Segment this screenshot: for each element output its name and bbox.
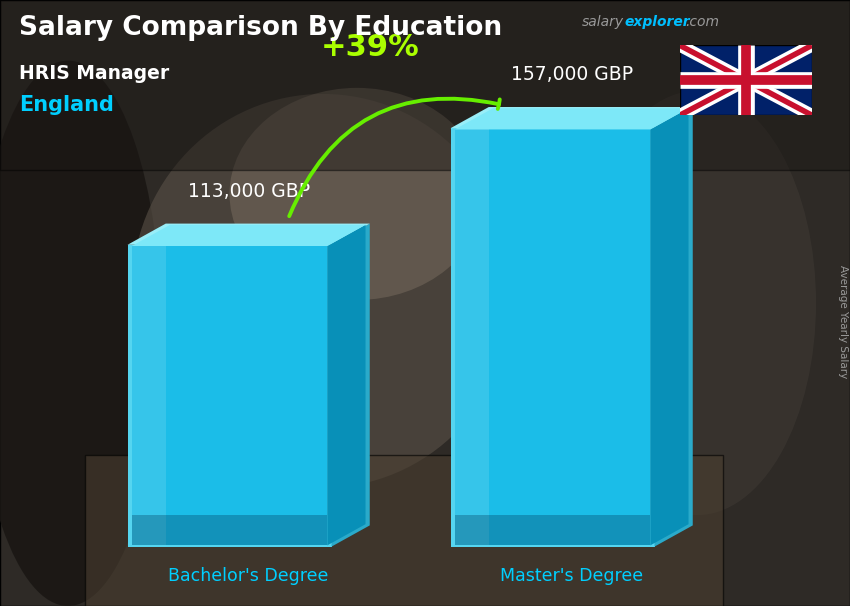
Polygon shape	[132, 246, 327, 545]
Polygon shape	[450, 107, 693, 128]
Polygon shape	[650, 108, 688, 545]
Ellipse shape	[0, 61, 162, 606]
Text: Average Yearly Salary: Average Yearly Salary	[838, 265, 848, 378]
FancyBboxPatch shape	[85, 454, 722, 606]
Text: Salary Comparison By Education: Salary Comparison By Education	[19, 15, 501, 41]
Ellipse shape	[230, 88, 484, 300]
Text: England: England	[19, 95, 114, 115]
FancyBboxPatch shape	[0, 0, 850, 170]
Text: +39%: +39%	[321, 33, 420, 62]
Polygon shape	[654, 107, 693, 547]
Polygon shape	[332, 224, 370, 547]
Text: Bachelor's Degree: Bachelor's Degree	[168, 567, 329, 585]
Polygon shape	[327, 225, 366, 545]
Text: HRIS Manager: HRIS Manager	[19, 64, 169, 82]
Polygon shape	[455, 515, 650, 545]
Polygon shape	[132, 515, 327, 545]
Text: salary: salary	[582, 15, 625, 29]
Polygon shape	[128, 224, 370, 245]
Polygon shape	[128, 245, 332, 547]
Text: .com: .com	[685, 15, 719, 29]
Polygon shape	[450, 128, 654, 547]
Polygon shape	[455, 108, 688, 130]
FancyBboxPatch shape	[680, 45, 812, 115]
Polygon shape	[132, 246, 166, 545]
Text: Master's Degree: Master's Degree	[500, 567, 643, 585]
Polygon shape	[455, 130, 650, 545]
Ellipse shape	[578, 91, 816, 515]
Polygon shape	[132, 225, 366, 246]
Text: 157,000 GBP: 157,000 GBP	[511, 65, 632, 84]
Text: explorer: explorer	[625, 15, 690, 29]
Ellipse shape	[132, 94, 514, 488]
Text: 113,000 GBP: 113,000 GBP	[188, 182, 309, 201]
Polygon shape	[455, 130, 489, 545]
